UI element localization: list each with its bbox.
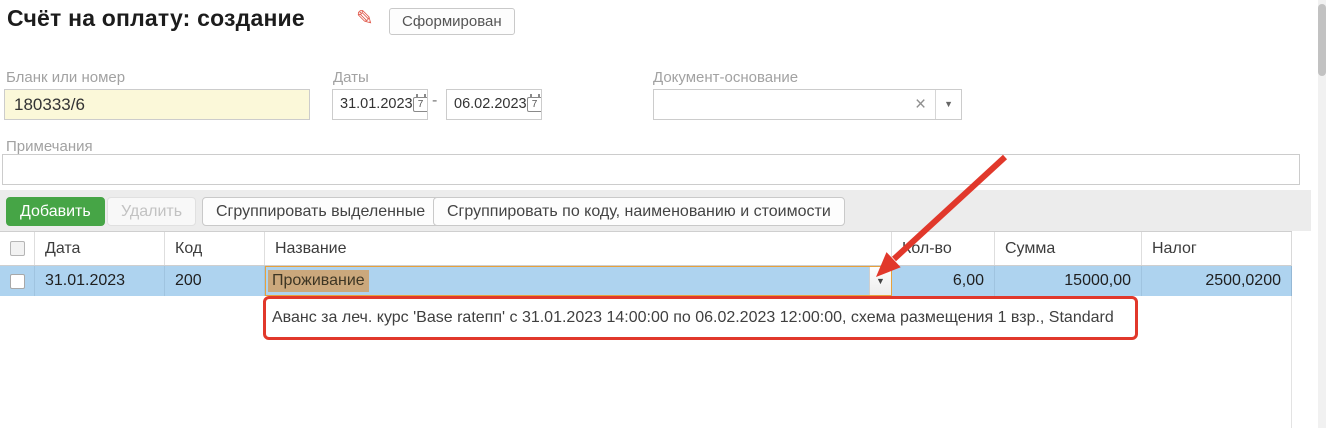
column-header-date[interactable]: Дата [35,232,165,265]
row-checkbox-cell[interactable] [0,266,35,296]
column-header-sum[interactable]: Сумма [995,232,1142,265]
annotation-highlight-box: Аванс за леч. курс 'Base rateпп' с 31.01… [263,296,1138,340]
select-all-cell[interactable] [0,232,35,265]
edit-pencil-icon[interactable]: ✎ [356,7,374,30]
table-row[interactable]: 31.01.2023 200 Проживание ▼ 6,00 15000,0… [0,266,1292,296]
blank-number-input[interactable]: 180333/6 [4,89,310,120]
notes-label: Примечания [6,138,93,155]
column-header-name[interactable]: Название [265,232,892,265]
chevron-down-icon[interactable]: ▼ [944,99,953,109]
notes-input[interactable] [2,154,1300,185]
base-document-input[interactable]: × ▼ [653,89,962,120]
date-from-input[interactable]: 31.01.2023 7 [332,89,428,120]
row-checkbox[interactable] [9,273,25,289]
column-header-tax[interactable]: Налог [1152,240,1197,257]
column-header-code[interactable]: Код [165,232,265,265]
row-sum-cell[interactable]: 15000,00 [995,266,1142,296]
vertical-scrollbar[interactable] [1318,0,1326,428]
table-header-row: Дата Код Название Кол-во Сумма Налог [0,232,1292,266]
row-qty-cell[interactable]: 6,00 [892,266,995,296]
date-to-value: 06.02.2023 [454,96,527,112]
clear-icon[interactable]: × [914,94,927,115]
select-all-checkbox[interactable] [9,241,25,256]
group-by-code-button[interactable]: Сгруппировать по коду, наименованию и ст… [433,197,845,226]
page-title: Счёт на оплату: создание [7,5,305,31]
group-selected-button[interactable]: Сгруппировать выделенные [202,197,440,226]
date-range-separator: - [432,92,438,109]
calendar-icon[interactable]: 7 [412,94,427,112]
row-name-selected-text[interactable]: Проживание [268,270,369,292]
add-button[interactable]: Добавить [6,197,105,226]
date-from-value: 31.01.2023 [340,96,413,112]
dates-label: Даты [333,69,369,86]
blank-number-label: Бланк или номер [6,69,126,86]
name-dropdown-button[interactable]: ▼ [869,267,891,295]
items-table: Дата Код Название Кол-во Сумма Налог 31.… [0,231,1292,296]
row-date-cell[interactable]: 31.01.2023 [35,266,165,296]
row-name-combobox[interactable]: Проживание ▼ [265,266,892,296]
scrollbar-thumb[interactable] [1318,4,1326,76]
status-badge-button[interactable]: Сформирован [389,8,515,35]
row-description-text: Аванс за леч. курс 'Base rateпп' с 31.01… [272,309,1114,326]
row-code-cell[interactable]: 200 [165,266,265,296]
row-tax-cell[interactable]: 2500,0200 [1142,266,1292,296]
column-header-qty[interactable]: Кол-во [892,232,995,265]
date-to-input[interactable]: 06.02.2023 7 [446,89,542,120]
combo-divider [935,90,937,119]
delete-button[interactable]: Удалить [107,197,197,226]
calendar-icon[interactable]: 7 [526,94,541,112]
base-document-label: Документ-основание [653,69,799,86]
